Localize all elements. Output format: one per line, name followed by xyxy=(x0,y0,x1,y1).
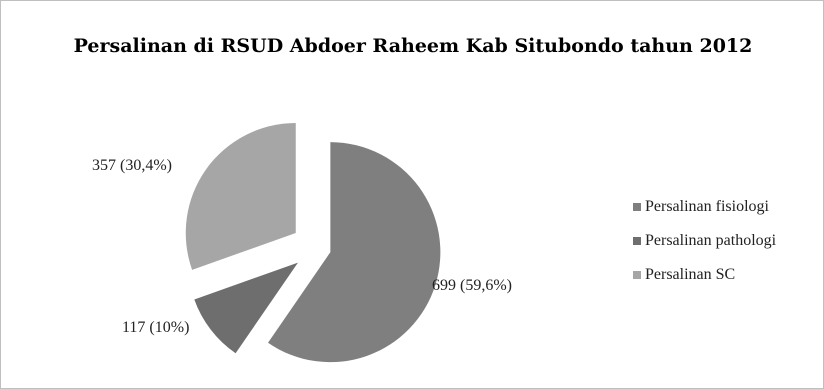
pie-slice xyxy=(268,142,441,363)
chart-title: Persalinan di RSUD Abdoer Raheem Kab Sit… xyxy=(73,35,753,57)
legend-swatch xyxy=(633,203,641,211)
pie-slice xyxy=(185,123,296,270)
legend-label: Persalinan fisiologi xyxy=(645,198,769,215)
legend-swatch xyxy=(633,237,641,245)
legend-label: Persalinan SC xyxy=(645,266,736,283)
data-label: 117 (10%) xyxy=(122,319,189,336)
pie-slice xyxy=(194,262,298,354)
data-label: 357 (30,4%) xyxy=(92,157,172,174)
legend-swatch xyxy=(633,271,641,279)
legend-label: Persalinan pathologi xyxy=(645,232,777,249)
data-label: 699 (59,6%) xyxy=(432,277,512,294)
